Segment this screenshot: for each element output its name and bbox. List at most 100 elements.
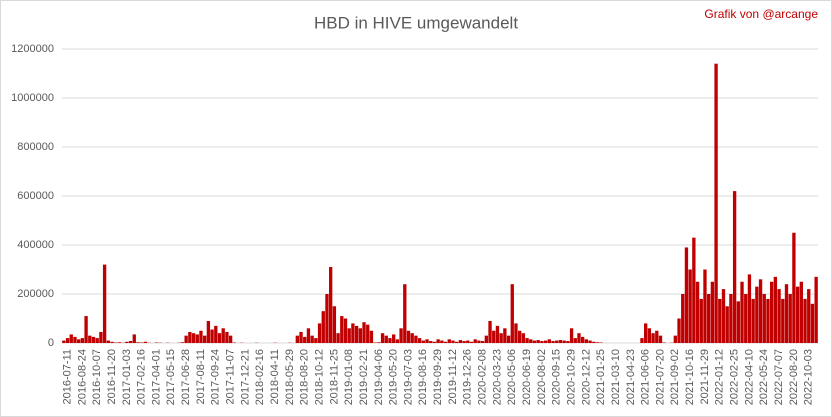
bar [354,325,359,343]
bar [506,335,511,343]
bar [384,335,388,343]
bar [77,339,81,343]
bar [640,338,644,343]
x-tick-label: 2021-10-16 [684,349,696,405]
x-tick-label: 2022-08-20 [788,349,800,405]
x-tick-label: 2019-05-20 [388,349,400,405]
bar [540,341,544,343]
bar [417,338,422,343]
bar [455,341,459,343]
bar [221,328,225,343]
bar [684,247,689,343]
bar [695,281,700,343]
bar [751,298,755,343]
bar [651,333,655,343]
bar [647,328,652,343]
bar [766,298,770,343]
bar [106,340,110,343]
bar [303,336,307,343]
x-tick-label: 2021-04-23 [625,349,637,405]
bar [762,294,766,343]
bar [732,191,737,343]
x-tick-label: 2021-06-06 [640,349,652,405]
bar [392,334,396,343]
bar [347,328,351,343]
bar [403,284,407,343]
bar [310,335,314,343]
bar [95,338,99,343]
x-tick-label: 2018-11-25 [328,349,340,404]
bar [644,323,648,343]
x-tick-label: 2018-02-16 [254,349,266,405]
bar [188,331,192,343]
bar [688,269,692,343]
y-tick-label: 800000 [17,141,54,153]
x-tick-label: 2016-11-20 [106,349,118,404]
bar [466,340,470,343]
y-tick-label: 400000 [17,239,54,251]
bar [492,330,496,343]
x-tick-label: 2021-03-10 [610,349,622,405]
bar [495,325,500,343]
bar [410,333,414,343]
x-tick-label: 2018-05-29 [284,349,296,405]
x-tick-label: 2017-05-15 [165,349,177,405]
bar [573,338,577,343]
bar [718,298,722,343]
bar [432,341,437,343]
bar [714,63,718,343]
bar [558,340,563,343]
bar [677,318,681,343]
bar [128,341,133,343]
bar [380,333,385,343]
bar [503,328,507,343]
bar [414,335,418,343]
bar [810,303,815,343]
bar [525,338,529,343]
bar [125,341,129,343]
bar [547,339,551,343]
bar [91,336,96,343]
x-tick-label: 2021-09-02 [669,349,681,405]
bar [577,333,581,343]
bar [543,340,548,343]
bar [555,340,559,343]
x-tick-label: 2022-07-07 [773,349,785,405]
x-tick-label: 2019-08-16 [417,349,429,405]
bar [436,339,440,343]
x-tick-label: 2018-04-11 [269,349,281,404]
x-tick-label: 2017-04-01 [150,349,162,405]
bar [584,339,589,343]
bar [655,330,659,343]
bar [102,264,107,343]
bar [788,294,792,343]
y-tick-label: 1000000 [11,92,54,104]
bar [536,340,540,343]
x-tick-label: 2020-06-19 [521,349,533,405]
bar [425,339,429,343]
y-tick-label: 0 [48,337,54,349]
bar [332,306,337,343]
bar [80,338,85,343]
bar [755,286,759,343]
bar [740,281,744,343]
bar [518,330,522,343]
bar [562,340,566,343]
bar [317,323,322,343]
bar [592,341,596,343]
annotation: Grafik von @arcange [704,7,818,21]
bar [377,342,381,343]
bar [228,335,233,343]
bar [343,318,348,343]
bar [184,335,188,343]
x-tick-label: 2018-08-20 [299,349,311,405]
bar [781,298,785,343]
bar [703,269,707,343]
bar [143,341,148,343]
bar [62,340,66,343]
x-tick-label: 2017-06-28 [180,349,192,405]
bar [707,294,711,343]
bar [210,329,214,343]
